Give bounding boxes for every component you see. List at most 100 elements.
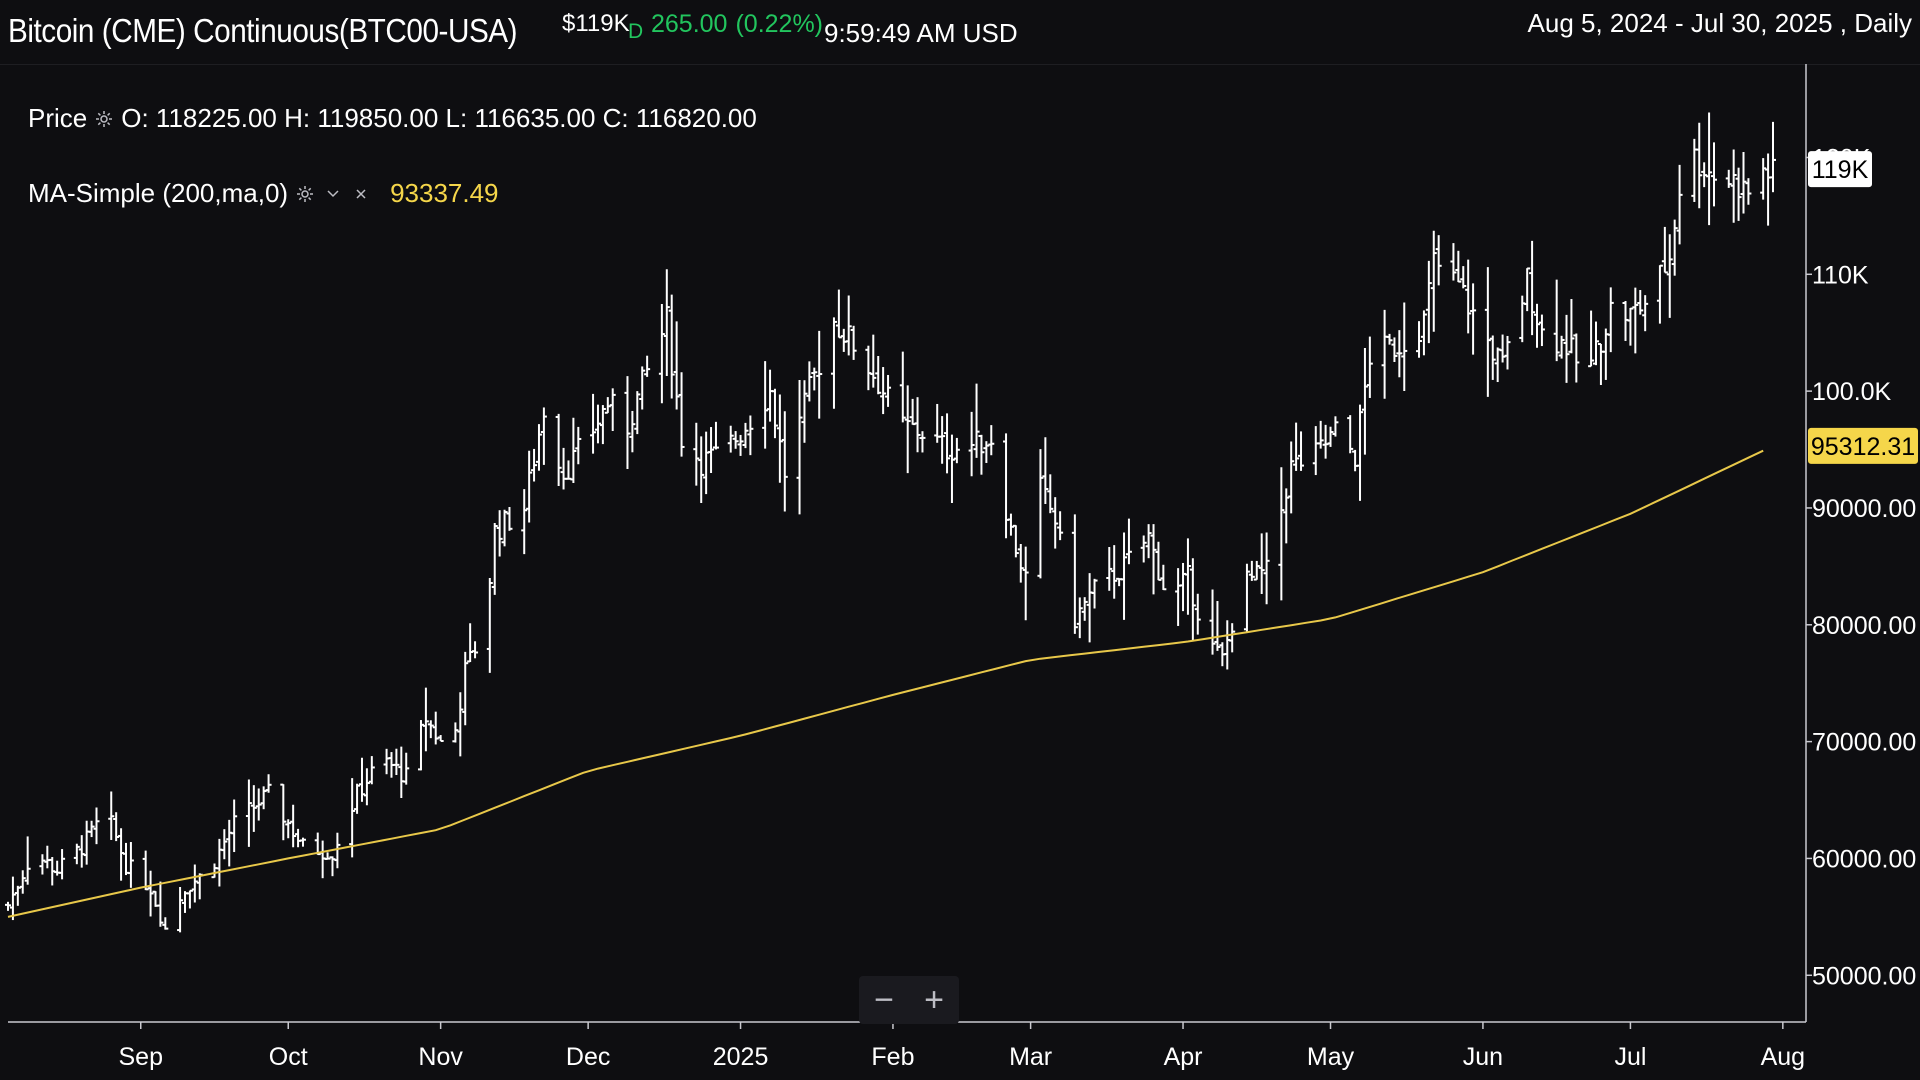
ohlc-bar [1347, 415, 1354, 454]
ohlc-bar [1465, 259, 1472, 334]
ohlc-bar [1194, 593, 1201, 635]
ohlc-bar [1711, 142, 1718, 207]
ohlc-bar [948, 434, 955, 504]
ohlc-bar [1071, 514, 1078, 634]
ohlc-bar [250, 785, 257, 832]
ohlc-bar [19, 870, 26, 894]
ohlc-bar [1470, 283, 1477, 355]
ohlc-bar [880, 367, 887, 415]
ohlc-bar [771, 388, 778, 439]
ohlc-bar [1007, 513, 1014, 536]
ohlc-bar [1745, 178, 1752, 205]
last-price: $119K [562, 10, 630, 37]
ohlc-bar [526, 450, 533, 523]
ohlc-bar [1248, 560, 1255, 581]
ohlc-bar [639, 366, 646, 410]
price-tag-label: 119K [1812, 156, 1869, 184]
instrument-title[interactable]: Bitcoin (CME) Continuous(BTC00-USA) [8, 12, 518, 49]
ohlc-bar [1386, 333, 1393, 345]
ohlc-bar [624, 376, 631, 469]
ohlc-bar [850, 325, 857, 360]
ohlc-bar [403, 752, 410, 785]
ohlc-bar [1401, 302, 1408, 391]
ohlc-bar [712, 421, 719, 450]
ohlc-bar [255, 788, 262, 821]
ohlc-bar [1450, 243, 1457, 281]
ohlc-bar [24, 836, 31, 885]
ohlc-bar [1706, 112, 1713, 226]
ohlc-bar [73, 843, 80, 865]
ohlc-bar [1524, 267, 1531, 312]
ohlc-bar [113, 812, 120, 842]
ohlc-bar [1597, 343, 1604, 385]
ohlc-bar [732, 431, 739, 449]
ohlc-bar [1352, 449, 1359, 472]
ohlc-bar [1155, 541, 1162, 581]
ohlc-bar [1396, 330, 1403, 378]
close-icon[interactable] [350, 183, 372, 205]
y-tick-label: 90000.00 [1812, 495, 1916, 523]
ohlc-bar [1607, 287, 1614, 353]
ohlc-bar [1003, 433, 1010, 539]
ohlc-bar [1145, 524, 1152, 559]
ohlc-bar [383, 748, 390, 775]
ohlc-bar [417, 720, 424, 771]
date-range[interactable]: Aug 5, 2024 - Jul 30, 2025 , Daily [1527, 8, 1912, 38]
ohlc-bar [1258, 533, 1265, 594]
x-tick-label: Nov [418, 1043, 463, 1071]
ohlc-bar [1150, 524, 1157, 595]
ohlc-bar [354, 783, 361, 814]
price-legend-label: Price [28, 103, 88, 133]
x-tick-label: Jun [1463, 1043, 1503, 1071]
ohlc-bar [59, 849, 66, 880]
zoom-out-button[interactable]: − [874, 981, 894, 1019]
ohlc-bar [1022, 546, 1029, 621]
zoom-in-button[interactable]: + [924, 981, 944, 1019]
ohlc-bar [1425, 260, 1432, 344]
ohlc-bar [1253, 560, 1260, 581]
ohlc-bar [1317, 420, 1324, 449]
change-percent: (0.22%) [735, 10, 824, 38]
ohlc-bar [727, 425, 734, 453]
ohlc-bar [83, 820, 90, 865]
ohlc-bar [1627, 307, 1634, 346]
ohlc-bar [1671, 219, 1678, 276]
ohlc-bar [939, 416, 946, 464]
ohlc-bar [747, 415, 754, 456]
ohlc-bar [1052, 497, 1059, 549]
ohlc-bar [1327, 426, 1334, 447]
ohlc-bar [280, 783, 287, 841]
ohlc-bar [1091, 578, 1098, 609]
gear-icon[interactable] [294, 183, 316, 205]
ohlc-bar [1111, 545, 1118, 599]
ohlc-bar [1229, 623, 1236, 653]
ohlc-bar [88, 820, 95, 838]
chart-header: Bitcoin (CME) Continuous(BTC00-USA) $119… [0, 0, 1920, 65]
ohlc-bar [1057, 511, 1064, 541]
ohlc-bar [835, 289, 842, 339]
ohlc-bar [1209, 589, 1216, 655]
ohlc-bar [1081, 597, 1088, 621]
chevron-down-icon[interactable] [322, 183, 344, 205]
ohlc-bar [830, 317, 837, 409]
ohlc-bar [781, 411, 788, 512]
ohlc-bar [776, 394, 783, 483]
ohlc-bar [93, 807, 100, 845]
ohlc-bar [122, 842, 129, 876]
ohlc-bar [1086, 573, 1093, 643]
ma-tag-box [1808, 427, 1918, 464]
gear-icon[interactable] [93, 108, 115, 130]
ohlc-bar [1588, 310, 1595, 368]
interval-marker: D [628, 20, 644, 43]
ohlc-bar [590, 393, 597, 454]
ohlc-bar [216, 838, 223, 887]
price-tag-box [1808, 151, 1872, 188]
ma-legend-label: MA-Simple (200,ma,0) [28, 178, 289, 208]
ma-legend: MA-Simple (200,ma,0) 93337.49 [28, 178, 499, 209]
ohlc-bar [663, 269, 670, 377]
ohlc-bar [349, 778, 356, 858]
ohlc-bar [914, 397, 921, 453]
ohlc-bar [1519, 295, 1526, 343]
y-tick-label: 50000.00 [1812, 962, 1916, 990]
